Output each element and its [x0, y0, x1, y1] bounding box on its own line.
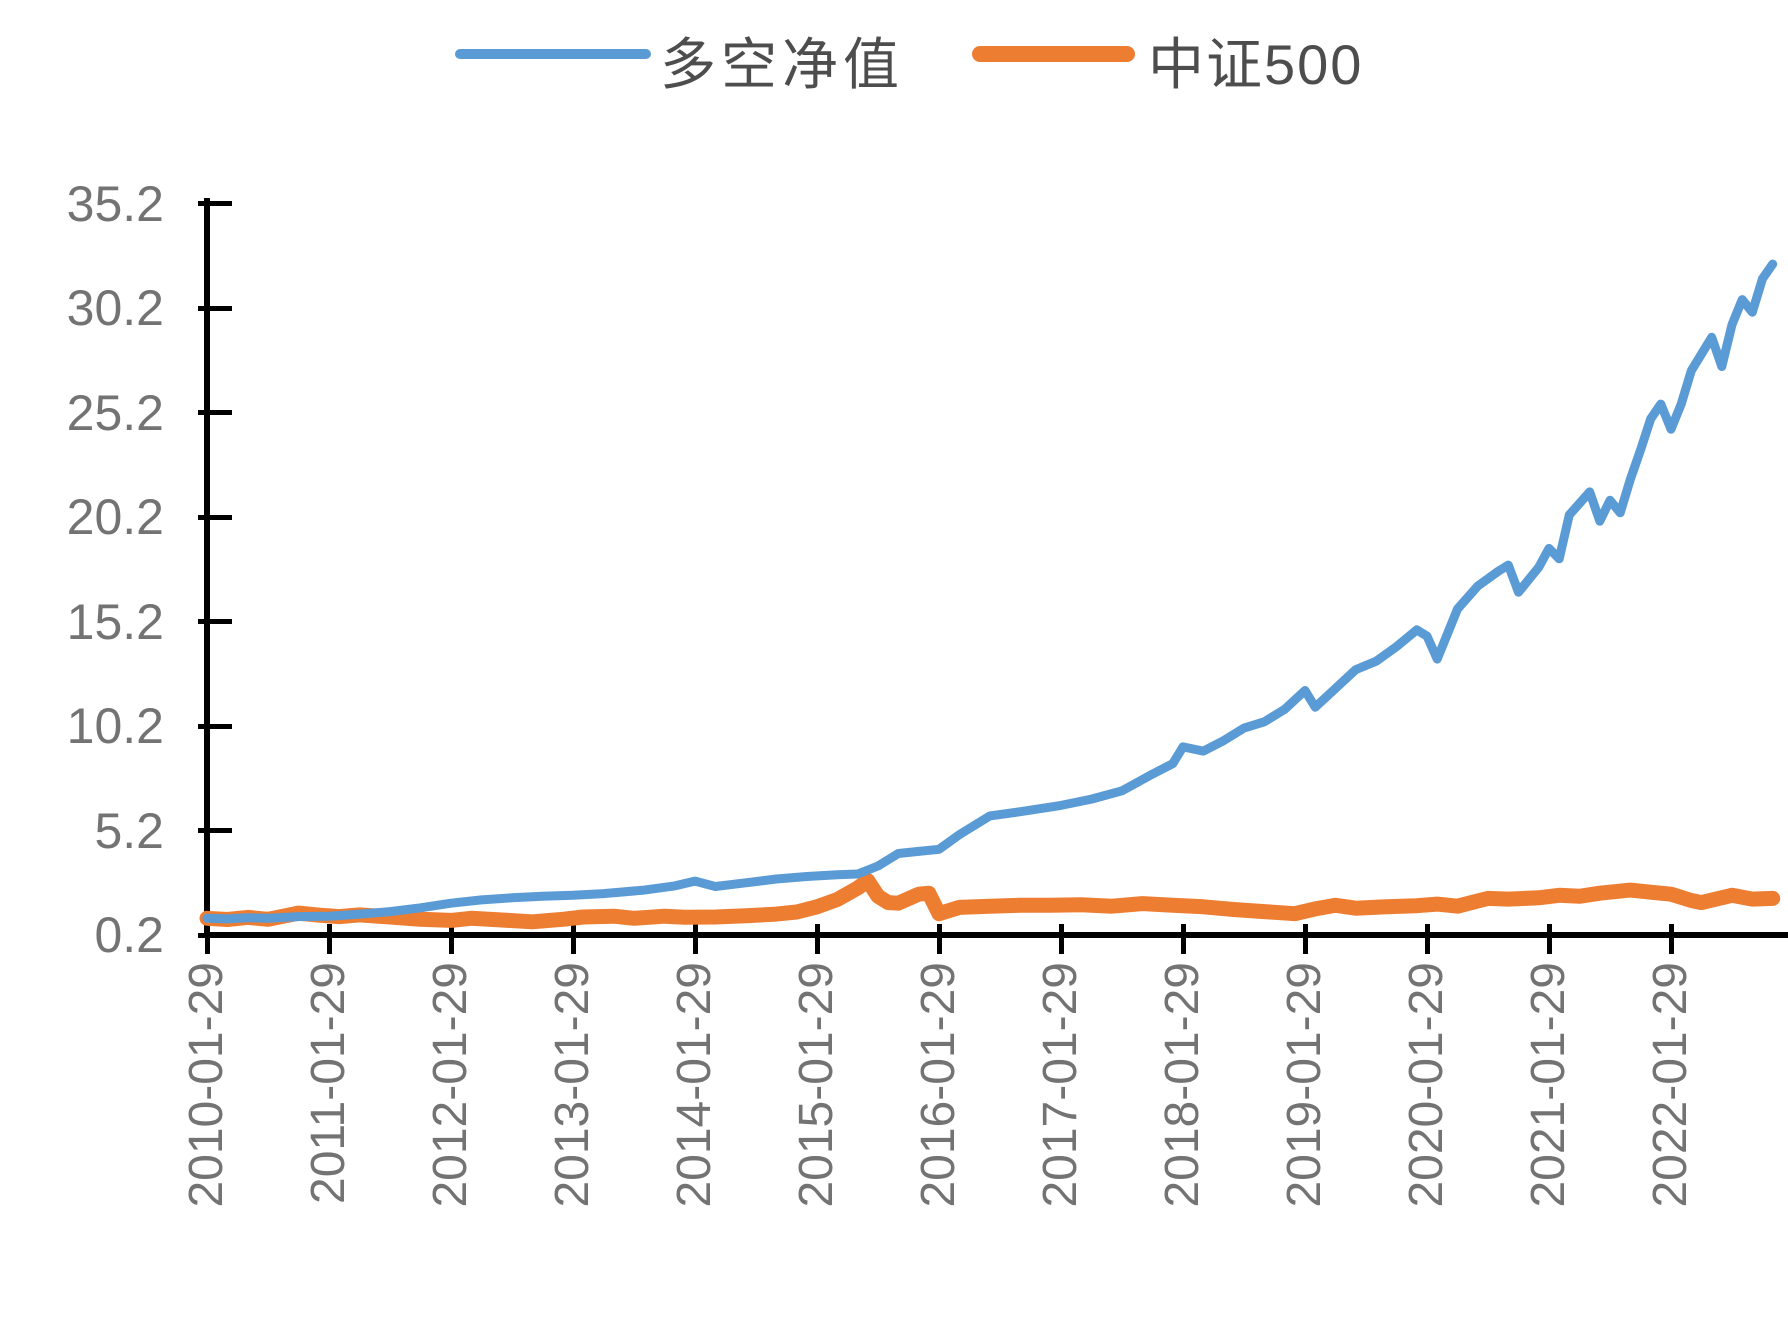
x-tick-mark — [692, 924, 698, 954]
y-tick-label: 20.2 — [66, 489, 164, 545]
y-tick-label: 30.2 — [66, 280, 164, 336]
x-tick-mark — [326, 924, 332, 954]
y-axis-line — [204, 198, 210, 938]
y-tick-mark — [198, 619, 232, 624]
y-tick-mark — [198, 201, 232, 206]
series-line-zhongzheng-500 — [199, 873, 1781, 930]
x-axis-line — [204, 932, 1788, 938]
legend-line-swatch-duokong — [455, 49, 651, 59]
y-tick-label: 5.2 — [94, 802, 164, 859]
legend-label-duokong: 多空净值 — [660, 33, 904, 96]
x-tick-mark — [570, 924, 576, 954]
y-tick-label: 35.2 — [66, 175, 164, 232]
y-tick-mark — [198, 723, 232, 729]
y-tick-label: 25.2 — [66, 384, 164, 441]
y-tick-mark — [198, 410, 232, 415]
x-tick-mark — [814, 924, 820, 954]
y-tick-label: 15.2 — [66, 593, 164, 650]
x-tick-mark — [936, 924, 942, 954]
x-tick-mark — [1546, 924, 1552, 954]
legend-label-zhongzheng500: 中证500 — [1148, 33, 1364, 96]
x-tick-mark — [1058, 924, 1064, 954]
x-tick-mark — [1302, 924, 1308, 954]
x-tick-mark — [448, 924, 454, 954]
y-tick-mark — [198, 305, 232, 311]
x-tick-mark — [1180, 924, 1186, 954]
legend-line-swatch-zhongzheng500 — [972, 46, 1135, 62]
x-tick-mark — [1424, 924, 1430, 954]
y-tick-mark — [198, 514, 232, 520]
x-tick-mark — [1668, 924, 1674, 954]
x-tick-mark — [204, 924, 210, 954]
series-line-duokong-jingzhi — [202, 259, 1778, 924]
y-tick-label: 0.2 — [94, 907, 164, 963]
y-tick-mark — [198, 932, 232, 938]
y-tick-mark — [198, 828, 232, 833]
y-tick-label: 10.2 — [66, 698, 164, 754]
